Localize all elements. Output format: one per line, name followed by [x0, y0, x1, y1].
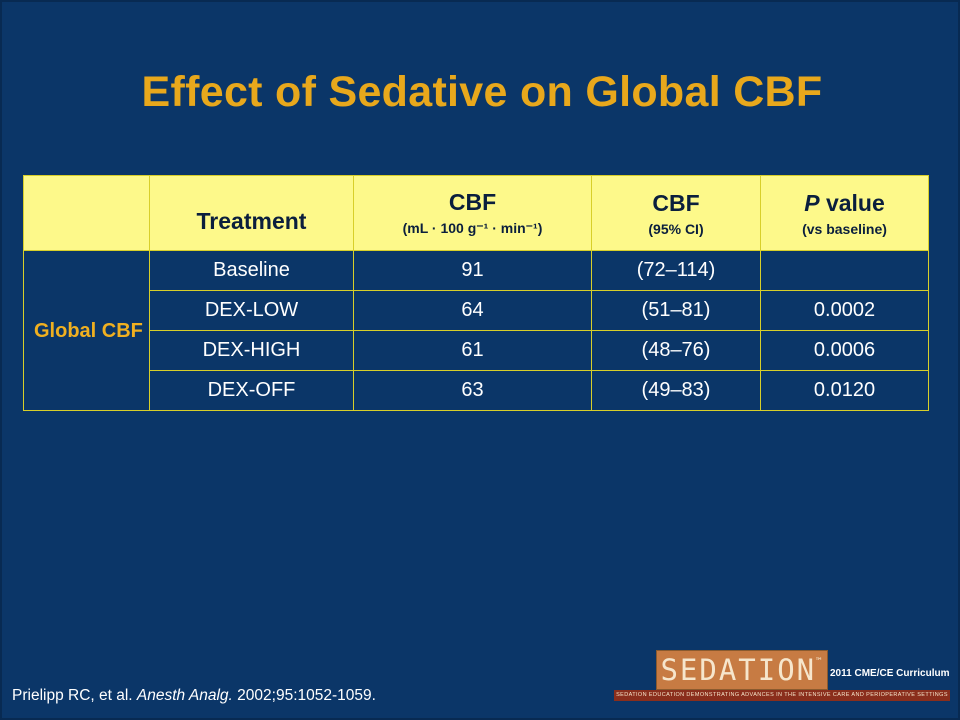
cell-cbf: 63	[353, 370, 592, 411]
cell-p: 0.0002	[760, 290, 929, 331]
header-ci: CBF (95% CI)	[591, 175, 761, 251]
table-row: DEX-OFF 63 (49–83) 0.0120	[24, 370, 929, 411]
header-p-value: P value (vs baseline)	[760, 175, 929, 251]
header-treatment: Treatment	[149, 175, 354, 251]
citation-journal: Anesth Analg.	[136, 687, 233, 704]
cbf-table: Treatment CBF (mL · 100 g⁻¹ · min⁻¹) CBF…	[23, 175, 929, 411]
slide-title: Effect of Sedative on Global CBF	[141, 68, 823, 116]
cell-cbf: 61	[353, 330, 592, 371]
header-empty	[23, 175, 150, 251]
cell-cbf: 64	[353, 290, 592, 331]
cell-ci: (51–81)	[591, 290, 761, 331]
table-row: Global CBF Baseline 91 (72–114)	[23, 250, 929, 411]
cell-p: 0.0120	[760, 370, 929, 411]
cell-cbf: 91	[353, 250, 592, 291]
header-cbf: CBF (mL · 100 g⁻¹ · min⁻¹)	[353, 175, 592, 251]
citation-details: 2002;95:1052-1059.	[232, 687, 376, 704]
table-row: DEX-HIGH 61 (48–76) 0.0006	[24, 330, 929, 371]
group-label: Global CBF	[23, 250, 150, 411]
cell-p	[760, 250, 929, 291]
logo-year-text: 2011 CME/CE Curriculum	[830, 668, 950, 679]
p-rest: value	[819, 189, 885, 216]
cell-treatment: DEX-OFF	[149, 370, 354, 411]
citation-authors: Prielipp RC, et al.	[12, 687, 137, 704]
cell-treatment: Baseline	[149, 250, 354, 291]
logo-wordmark: SEDATION™	[656, 650, 828, 690]
cell-ci: (72–114)	[591, 250, 761, 291]
sedation-logo: SEDATION™ 2011 CME/CE Curriculum SEDATIO…	[614, 650, 950, 706]
p-italic: P	[804, 189, 820, 216]
cell-ci: (49–83)	[591, 370, 761, 411]
table-header-row: Treatment CBF (mL · 100 g⁻¹ · min⁻¹) CBF…	[23, 175, 929, 251]
logo-tagline: SEDATION EDUCATION DEMONSTRATING ADVANCE…	[614, 690, 950, 701]
cell-treatment: DEX-LOW	[149, 290, 354, 331]
citation: Prielipp RC, et al. Anesth Analg. 2002;9…	[12, 687, 376, 705]
cell-p: 0.0006	[760, 330, 929, 371]
table-row: DEX-LOW 64 (51–81) 0.0002	[24, 290, 929, 331]
cell-ci: (48–76)	[591, 330, 761, 371]
cell-treatment: DEX-HIGH	[149, 330, 354, 371]
